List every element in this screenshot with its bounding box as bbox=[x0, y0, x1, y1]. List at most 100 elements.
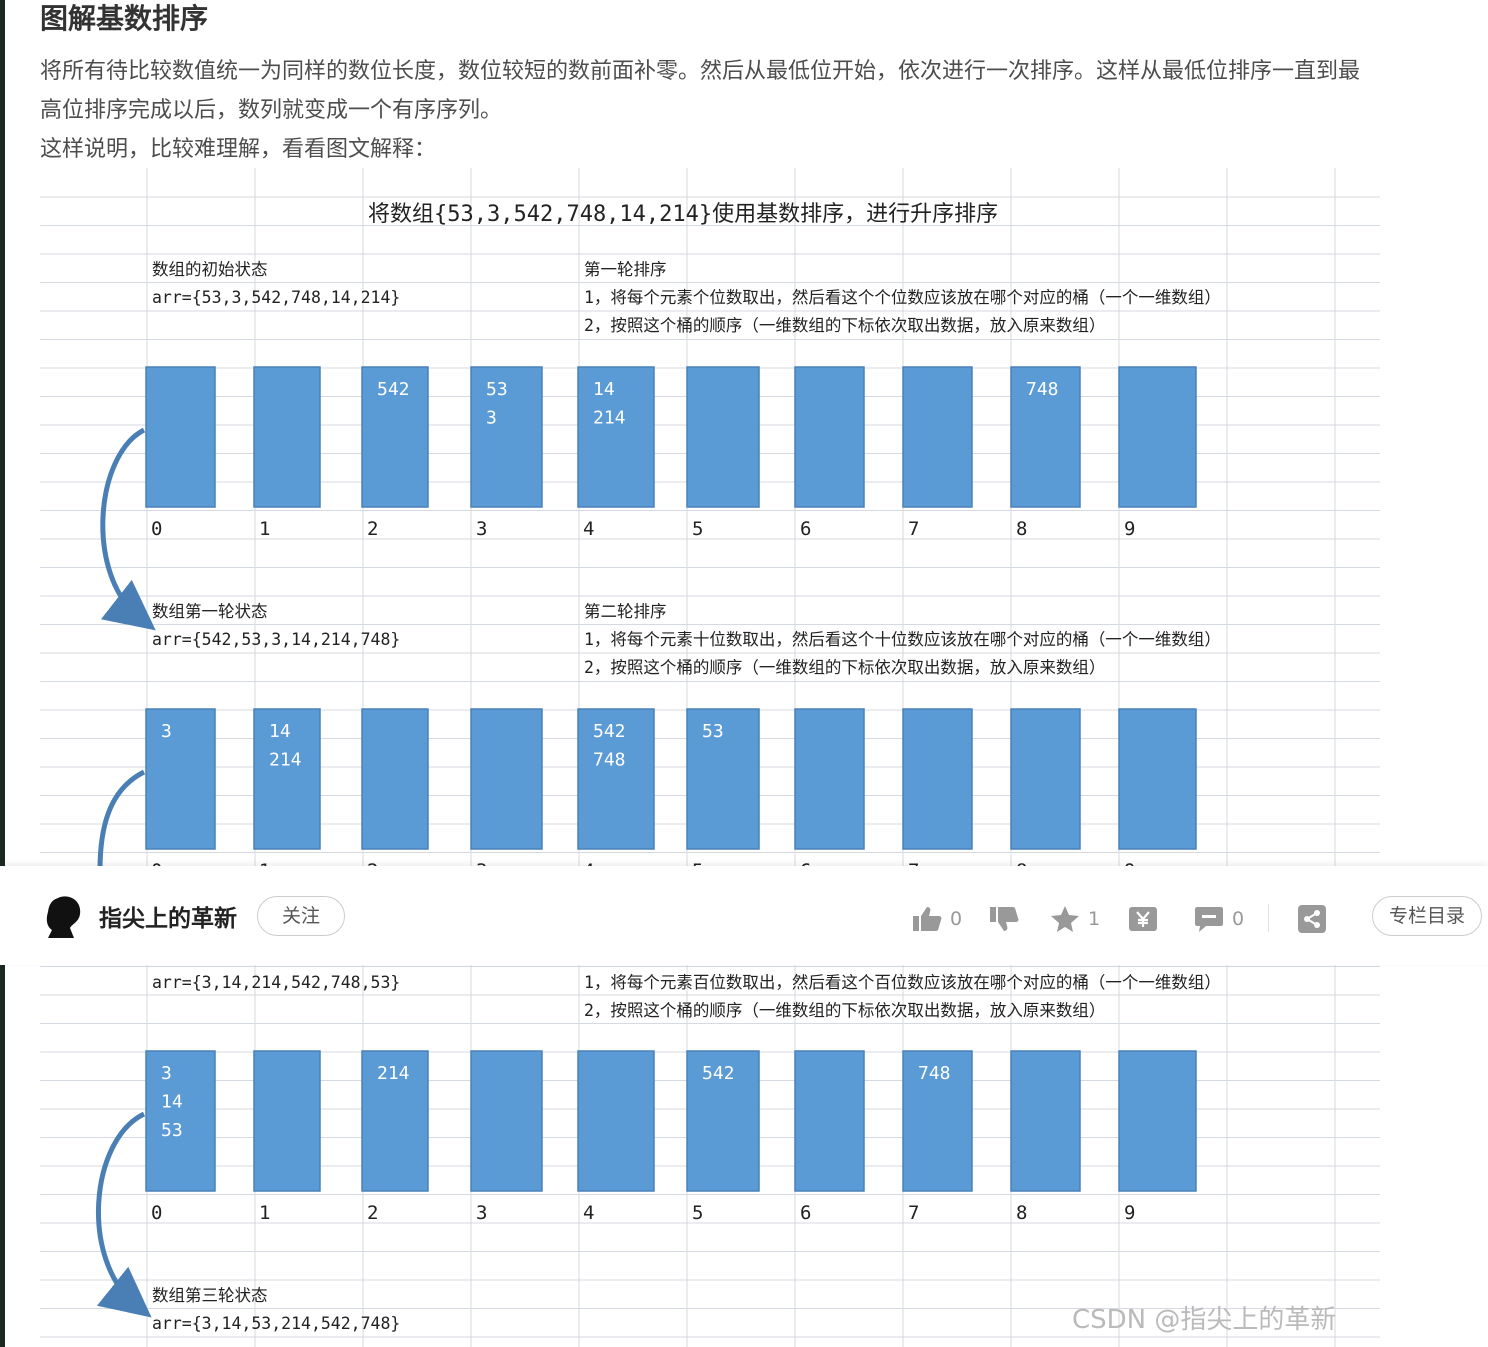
round1-bucket-7 bbox=[902, 366, 973, 508]
thumbs-down-icon bbox=[990, 907, 1019, 931]
round3-bucket-4 bbox=[577, 1050, 655, 1192]
author-name[interactable]: 指尖上的革新 bbox=[99, 906, 237, 932]
round3-bucket-9 bbox=[1118, 1050, 1197, 1192]
article-heading: 图解基数排序 bbox=[40, 2, 209, 35]
round1-bucket-index: 9 bbox=[1124, 518, 1135, 540]
round2-bucket-1-item: 214 bbox=[269, 750, 302, 771]
round2-bucket-6 bbox=[794, 708, 865, 850]
left-window-edge bbox=[0, 0, 5, 1347]
round1-bucket-index: 6 bbox=[800, 518, 811, 540]
toolbar-divider bbox=[1268, 904, 1269, 932]
round2-bucket-2 bbox=[361, 708, 429, 850]
round3-bucket-5-item: 542 bbox=[702, 1063, 735, 1084]
round3-bucket-index: 9 bbox=[1124, 1202, 1135, 1224]
round1-bucket-index: 4 bbox=[583, 518, 594, 540]
round1-bucket-1 bbox=[253, 366, 321, 508]
reward-button[interactable] bbox=[1128, 904, 1158, 934]
round1-step2: 2，按照这个桶的顺序（一维数组的下标依次取出数据，放入原来数组） bbox=[584, 316, 1105, 335]
share-icon bbox=[1298, 905, 1326, 933]
comment-button[interactable]: 0 bbox=[1194, 904, 1244, 934]
round3-bucket-2-item: 214 bbox=[377, 1063, 410, 1084]
round3-bucket-5 bbox=[686, 1050, 760, 1192]
round2-bucket-5-item: 53 bbox=[702, 721, 724, 742]
round1-bucket-index: 8 bbox=[1016, 518, 1027, 540]
round2-bucket-5 bbox=[686, 708, 760, 850]
flow-arrows bbox=[96, 427, 156, 1318]
round3-bucket-3 bbox=[470, 1050, 543, 1192]
round3-bucket-index: 2 bbox=[367, 1202, 378, 1224]
author-avatar[interactable] bbox=[44, 894, 84, 938]
yuan-reward-icon bbox=[1129, 907, 1157, 931]
comment-icon bbox=[1195, 907, 1223, 932]
round3-bucket-index: 1 bbox=[259, 1202, 270, 1224]
state1-array: arr={542,53,3,14,214,748} bbox=[152, 630, 400, 649]
share-button[interactable] bbox=[1298, 904, 1326, 934]
round1-title: 第一轮排序 bbox=[584, 260, 667, 279]
round1-bucket-2-item: 542 bbox=[377, 379, 410, 400]
round3-flow-arrow bbox=[96, 1111, 152, 1318]
comment-count: 0 bbox=[1232, 908, 1245, 930]
round1-bucket-8 bbox=[1010, 366, 1081, 508]
round1-bucket-index: 2 bbox=[367, 518, 378, 540]
round3-bucket-7-item: 748 bbox=[918, 1063, 951, 1084]
round2-bucket-4-item: 748 bbox=[593, 750, 626, 771]
favorite-button[interactable]: 1 bbox=[1050, 904, 1100, 934]
round1-bucket-index: 5 bbox=[692, 518, 703, 540]
round2-bucket-9 bbox=[1118, 708, 1197, 850]
round2-bucket-1 bbox=[253, 708, 321, 850]
round1-bucket-3-item: 3 bbox=[486, 408, 497, 429]
csdn-watermark: CSDN @指尖上的革新 bbox=[1072, 1305, 1336, 1335]
round1-bucket-4-item: 14 bbox=[593, 379, 615, 400]
round3-bucket-2 bbox=[361, 1050, 429, 1192]
dislike-button[interactable] bbox=[989, 904, 1019, 934]
round3-bucket-index: 0 bbox=[151, 1202, 162, 1224]
article-paragraph-line2: 高位排序完成以后，数列就变成一个有序序列。 bbox=[40, 98, 503, 123]
round1-bucket-8-item: 748 bbox=[1026, 379, 1059, 400]
round1-bucket-2 bbox=[361, 366, 429, 508]
round3-bucket-index: 6 bbox=[800, 1202, 811, 1224]
initial-array: arr={53,3,542,748,14,214} bbox=[152, 288, 400, 307]
round3-bucket-7 bbox=[902, 1050, 973, 1192]
like-button[interactable]: 0 bbox=[912, 904, 962, 934]
follow-button[interactable]: 关注 bbox=[257, 896, 345, 936]
round3-bucket-0-item: 53 bbox=[161, 1120, 183, 1141]
author-toolbar: 指尖上的革新 关注 0 1 0 bbox=[0, 866, 1488, 965]
round1-bucket-4 bbox=[577, 366, 655, 508]
round3-bucket-6 bbox=[794, 1050, 865, 1192]
round1-bucket-4-item: 214 bbox=[593, 408, 626, 429]
round2-flow-arrow bbox=[97, 769, 146, 871]
state3-array: arr={3,14,53,214,542,748} bbox=[152, 1314, 400, 1333]
round2-bucket-7 bbox=[902, 708, 973, 850]
state1-label: 数组第一轮状态 bbox=[152, 602, 268, 621]
round2-bucket-4 bbox=[577, 708, 655, 850]
state3-label: 数组第三轮状态 bbox=[152, 1286, 268, 1305]
round1-bucket-index: 1 bbox=[259, 518, 270, 540]
initial-state-label: 数组的初始状态 bbox=[152, 260, 268, 279]
bucket-rows: 0154225333142144567748893014214123542748… bbox=[145, 366, 1197, 1224]
round1-flow-arrow bbox=[100, 427, 156, 631]
round1-step1: 1，将每个元素个位数取出，然后看这个个位数应该放在哪个对应的桶（一个一维数组） bbox=[584, 288, 1221, 307]
round1-bucket-3 bbox=[470, 366, 543, 508]
round1-bucket-6 bbox=[794, 366, 865, 508]
round2-bucket-8 bbox=[1010, 708, 1081, 850]
round3-bucket-8 bbox=[1010, 1050, 1081, 1192]
round1-bucket-0 bbox=[145, 366, 216, 508]
round3-bucket-index: 7 bbox=[908, 1202, 919, 1224]
round2-step1: 1，将每个元素十位数取出，然后看这个十位数应该放在哪个对应的桶（一个一维数组） bbox=[584, 630, 1221, 649]
round3-step1: 1，将每个元素百位数取出，然后看这个百位数应该放在哪个对应的桶（一个一维数组） bbox=[584, 973, 1221, 992]
article-paragraph-intro: 这样说明，比较难理解，看看图文解释： bbox=[40, 137, 437, 162]
like-count: 0 bbox=[950, 908, 963, 930]
round2-bucket-1-item: 14 bbox=[269, 721, 291, 742]
column-directory-button[interactable]: 专栏目录 bbox=[1372, 896, 1482, 936]
round2-bucket-0-item: 3 bbox=[161, 721, 172, 742]
round1-bucket-3-item: 53 bbox=[486, 379, 508, 400]
round2-bucket-3 bbox=[470, 708, 543, 850]
round2-bucket-0 bbox=[145, 708, 216, 850]
round3-bucket-0-item: 3 bbox=[161, 1063, 172, 1084]
round1-bucket-index: 0 bbox=[151, 518, 162, 540]
round3-bucket-index: 4 bbox=[583, 1202, 594, 1224]
round3-bucket-index: 8 bbox=[1016, 1202, 1027, 1224]
round2-bucket-4-item: 542 bbox=[593, 721, 626, 742]
round3-bucket-index: 5 bbox=[692, 1202, 703, 1224]
